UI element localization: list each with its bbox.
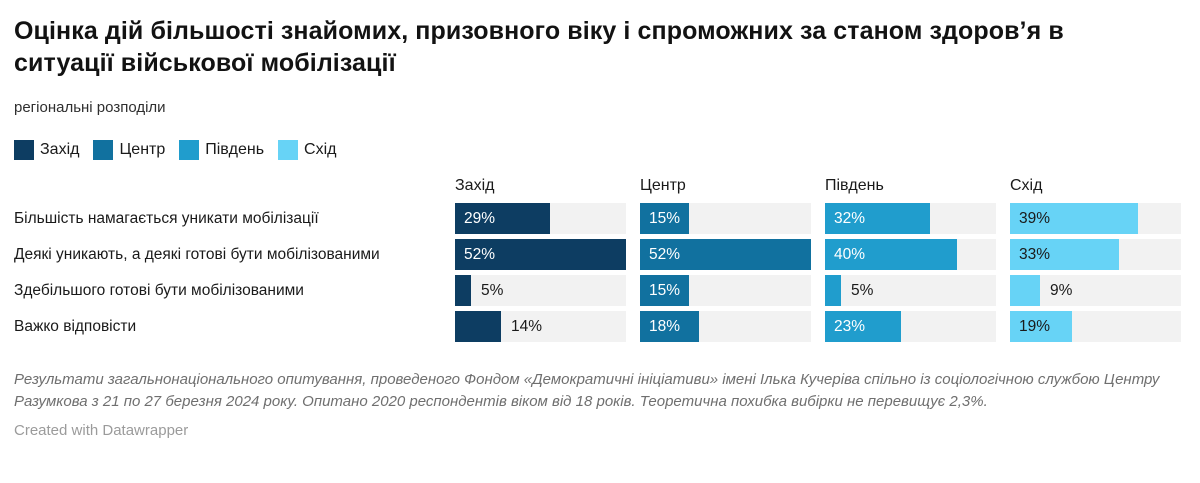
bar-value-label: 5% — [481, 282, 504, 299]
bar-track: 52% — [455, 239, 626, 270]
bar-fill — [455, 311, 502, 342]
footer-note: Результати загальнонаціонального опитува… — [14, 371, 1160, 410]
legend-item-1: Захід — [14, 139, 80, 160]
legend-swatch-icon — [93, 139, 114, 160]
chart: Захід Центр Південь Схід Більшість намагаєт… — [14, 177, 1181, 342]
bar-fill — [825, 311, 901, 342]
bar-fill — [640, 275, 690, 306]
bar-track: 23% — [825, 311, 996, 342]
legend-label: Південь — [205, 140, 265, 158]
bar-track: 15% — [640, 203, 811, 234]
table-row: Здебільшого готові бути мобілізованими 5%… — [14, 275, 1181, 306]
bar-value-label: 52% — [649, 246, 681, 263]
bar-fill — [825, 203, 931, 234]
bar-track: 19% — [1010, 311, 1181, 342]
bar-track: 40% — [825, 239, 996, 270]
bar-track: 32% — [825, 203, 996, 234]
chart-rows: Більшість намагається уникати мобілізаці… — [14, 203, 1181, 342]
bar-value-label: 19% — [1019, 318, 1051, 335]
bar-track: 52% — [640, 239, 811, 270]
bar-value-label: 14% — [511, 318, 543, 335]
legend-label: Центр — [119, 140, 166, 158]
bar-fill — [1010, 239, 1119, 270]
table-row: Важко відповісти 14% 18% 23% 19% — [14, 311, 1181, 342]
bar-track: 5% — [825, 275, 996, 306]
bar-value-label: 18% — [649, 318, 681, 335]
row-label: Більшість намагається уникати мобілізаці… — [14, 209, 319, 227]
bar-value-label: 40% — [834, 246, 866, 263]
bar-value-label: 23% — [834, 318, 866, 335]
column-header-1: Захід — [455, 177, 495, 194]
bar-fill — [640, 239, 811, 270]
row-label: Деякі уникають, а деякі готові бути мобі… — [14, 245, 380, 263]
bar-fill — [1010, 311, 1073, 342]
bar-fill — [1010, 203, 1139, 234]
legend-swatch-icon — [179, 139, 200, 160]
bar-track: 29% — [455, 203, 626, 234]
bar-value-label: 29% — [464, 210, 496, 227]
bar-fill — [455, 203, 551, 234]
bar-value-label: 9% — [1050, 282, 1073, 299]
column-header-3: Південь — [825, 177, 884, 194]
bar-fill — [455, 275, 472, 306]
column-header-2: Центр — [640, 177, 686, 194]
legend-item-3: Південь — [179, 139, 265, 160]
row-label: Важко відповісти — [14, 317, 137, 335]
datawrapper-attribution-link[interactable]: Created with Datawrapper — [14, 421, 189, 439]
column-header-4: Схід — [1010, 177, 1043, 194]
bar-fill — [1010, 275, 1040, 306]
legend-item-2: Центр — [93, 139, 166, 160]
bar-fill — [640, 311, 700, 342]
bar-track: 5% — [455, 275, 626, 306]
page-subtitle: регіональні розподіли — [14, 99, 166, 116]
bar-value-label: 5% — [851, 282, 874, 299]
bar-track: 15% — [640, 275, 811, 306]
legend-swatch-icon — [278, 139, 299, 160]
bar-value-label: 15% — [649, 282, 681, 299]
legend-label: Захід — [40, 140, 80, 158]
bar-value-label: 15% — [649, 210, 681, 227]
table-row: Більшість намагається уникати мобілізаці… — [14, 203, 1181, 234]
bar-track: 9% — [1010, 275, 1181, 306]
bar-value-label: 32% — [834, 210, 866, 227]
bar-value-label: 33% — [1019, 246, 1051, 263]
bar-fill — [640, 203, 690, 234]
page-title: Оцінка дій більшості знайомих, призовног… — [14, 17, 1064, 77]
bar-track: 39% — [1010, 203, 1181, 234]
bar-track: 33% — [1010, 239, 1181, 270]
legend-item-4: Схід — [278, 139, 337, 160]
legend: Захід Центр Південь Схід — [14, 139, 1180, 160]
row-label: Здебільшого готові бути мобілізованими — [14, 281, 304, 299]
bar-track: 14% — [455, 311, 626, 342]
column-headers: Захід Центр Південь Схід — [14, 177, 1180, 195]
bar-fill — [825, 275, 842, 306]
bar-fill — [825, 239, 957, 270]
bar-track: 18% — [640, 311, 811, 342]
bar-fill — [455, 239, 626, 270]
bar-value-label: 52% — [464, 246, 496, 263]
legend-swatch-icon — [14, 139, 34, 160]
table-row: Деякі уникають, а деякі готові бути мобі… — [14, 239, 1181, 270]
legend-label: Схід — [304, 140, 337, 158]
bar-value-label: 39% — [1019, 210, 1051, 227]
